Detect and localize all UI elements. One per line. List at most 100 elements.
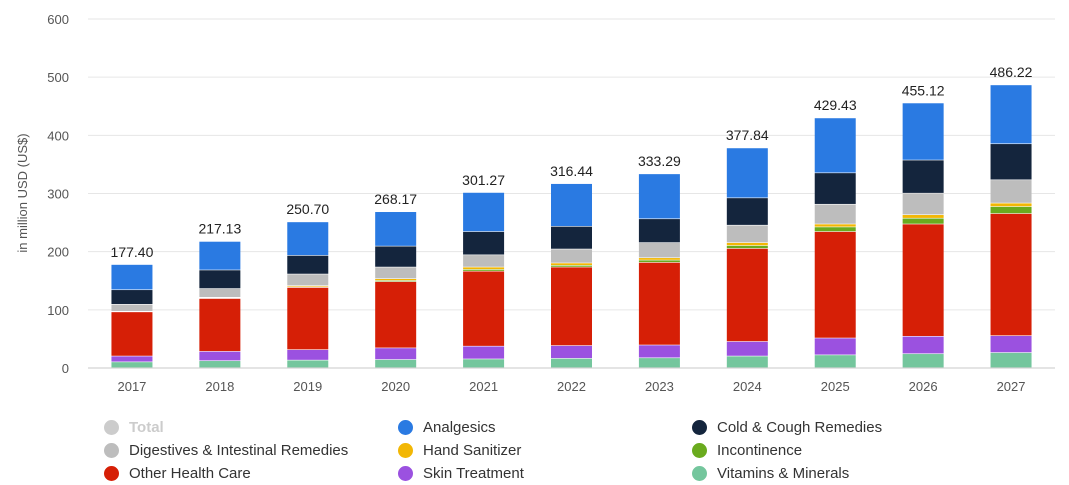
bar-segment-analgesics[interactable] [902,103,944,160]
bar-segment-incontinence[interactable] [726,245,768,249]
bar-segment-other-health-care[interactable] [726,248,768,342]
y-tick-label: 500 [47,70,69,85]
x-tick-label: 2024 [733,379,762,394]
bar-segment-analgesics[interactable] [814,118,856,173]
bar-segment-incontinence[interactable] [990,206,1032,214]
bar-segment-cold-cough-remedies[interactable] [111,290,153,304]
bar-segment-other-health-care[interactable] [902,224,944,336]
bar-segment-analgesics[interactable] [551,183,592,227]
bar-segment-cold-cough-remedies[interactable] [814,173,856,204]
bar-segment-skin-treatment[interactable] [463,346,505,359]
bar-segment-incontinence[interactable] [814,227,856,232]
bar-segment-incontinence[interactable] [638,260,680,263]
bar-segment-skin-treatment[interactable] [199,351,241,361]
bar-segment-hand-sanitizer[interactable] [726,242,768,246]
bar-segment-skin-treatment[interactable] [990,336,1032,353]
bar-segment-incontinence[interactable] [902,218,944,224]
bar-segment-hand-sanitizer[interactable] [375,279,417,281]
bar-segment-cold-cough-remedies[interactable] [287,255,329,274]
bar-segment-hand-sanitizer[interactable] [638,258,680,260]
bar-segment-hand-sanitizer[interactable] [551,263,592,266]
bar-segment-other-health-care[interactable] [463,271,505,346]
bar-segment-skin-treatment[interactable] [902,336,944,354]
bar-segment-hand-sanitizer[interactable] [902,215,944,218]
bar-segment-incontinence[interactable] [375,280,417,282]
bar-segment-cold-cough-remedies[interactable] [199,270,241,289]
bar-segment-digestives-intestinal-remedies[interactable] [638,242,680,258]
legend-item-analgesics[interactable]: Analgesics [398,416,496,438]
legend-label: Skin Treatment [423,464,524,482]
bar-segment-vitamins-minerals[interactable] [463,359,505,368]
legend-item-digestives-intestinal-remedies[interactable]: Digestives & Intestinal Remedies [104,439,348,461]
legend-item-hand-sanitizer[interactable]: Hand Sanitizer [398,439,521,461]
bar-segment-analgesics[interactable] [199,241,241,270]
y-tick-label: 300 [47,187,69,202]
bar-segment-vitamins-minerals[interactable] [638,358,680,368]
legend-item-skin-treatment[interactable]: Skin Treatment [398,462,524,484]
bar-segment-analgesics[interactable] [638,174,680,219]
bar-segment-vitamins-minerals[interactable] [551,358,592,368]
bar-segment-cold-cough-remedies[interactable] [990,144,1032,180]
bar-segment-digestives-intestinal-remedies[interactable] [375,267,417,279]
bar-segment-hand-sanitizer[interactable] [463,267,505,270]
total-label: 268.17 [374,191,417,207]
bar-segment-cold-cough-remedies[interactable] [902,160,944,193]
y-axis-label: in million USD (US$) [15,133,30,252]
bar-segment-digestives-intestinal-remedies[interactable] [902,193,944,215]
bar-segment-vitamins-minerals[interactable] [111,362,153,368]
legend-item-other-health-care[interactable]: Other Health Care [104,462,251,484]
bar-segment-vitamins-minerals[interactable] [375,359,417,368]
bar-segment-digestives-intestinal-remedies[interactable] [990,180,1032,203]
bar-segment-cold-cough-remedies[interactable] [463,231,505,255]
bar-segment-analgesics[interactable] [726,148,768,198]
bar-segment-other-health-care[interactable] [814,231,856,338]
bar-segment-digestives-intestinal-remedies[interactable] [551,249,592,263]
bar-segment-skin-treatment[interactable] [726,341,768,356]
bar-segment-other-health-care[interactable] [551,267,592,346]
bar-segment-cold-cough-remedies[interactable] [375,246,417,267]
bar-segment-hand-sanitizer[interactable] [990,203,1032,207]
bar-segment-cold-cough-remedies[interactable] [551,226,592,249]
bar-segment-vitamins-minerals[interactable] [287,360,329,368]
bar-segment-analgesics[interactable] [463,192,505,232]
bar-segment-skin-treatment[interactable] [638,345,680,358]
bar-segment-cold-cough-remedies[interactable] [726,198,768,225]
bar-segment-other-health-care[interactable] [990,213,1032,336]
bar-segment-skin-treatment[interactable] [111,356,153,362]
bar-segment-digestives-intestinal-remedies[interactable] [814,204,856,224]
legend-item-incontinence[interactable]: Incontinence [692,439,802,461]
bar-segment-other-health-care[interactable] [638,262,680,345]
bar-segment-other-health-care[interactable] [111,312,153,356]
bar-segment-analgesics[interactable] [287,222,329,256]
bar-segment-analgesics[interactable] [111,264,153,290]
x-tick-label: 2019 [293,379,322,394]
bar-segment-vitamins-minerals[interactable] [726,356,768,368]
bar-segment-incontinence[interactable] [463,269,505,271]
bar-segment-other-health-care[interactable] [375,281,417,348]
bar-segment-vitamins-minerals[interactable] [990,352,1032,368]
legend-item-total[interactable]: Total [104,416,164,438]
bar-segment-skin-treatment[interactable] [287,349,329,360]
bar-segment-digestives-intestinal-remedies[interactable] [287,274,329,286]
bar-segment-digestives-intestinal-remedies[interactable] [463,255,505,267]
bar-segment-skin-treatment[interactable] [814,338,856,355]
bar-segment-skin-treatment[interactable] [375,348,417,360]
bar-segment-hand-sanitizer[interactable] [814,224,856,227]
bar-segment-vitamins-minerals[interactable] [902,354,944,368]
bar-segment-vitamins-minerals[interactable] [199,361,241,368]
bar-segment-analgesics[interactable] [375,212,417,246]
bar-segment-analgesics[interactable] [990,85,1032,144]
bar-segment-hand-sanitizer[interactable] [287,285,329,287]
total-label: 486.22 [990,64,1033,80]
bar-segment-digestives-intestinal-remedies[interactable] [111,304,153,311]
legend-item-vitamins-minerals[interactable]: Vitamins & Minerals [692,462,849,484]
bar-segment-cold-cough-remedies[interactable] [638,219,680,243]
bar-segment-incontinence[interactable] [551,265,592,267]
bar-segment-other-health-care[interactable] [287,287,329,350]
bar-segment-digestives-intestinal-remedies[interactable] [726,225,768,243]
bar-segment-other-health-care[interactable] [199,298,241,352]
legend-item-cold-cough-remedies[interactable]: Cold & Cough Remedies [692,416,882,438]
bar-segment-skin-treatment[interactable] [551,345,592,359]
bar-segment-vitamins-minerals[interactable] [814,355,856,368]
bar-segment-digestives-intestinal-remedies[interactable] [199,288,241,298]
